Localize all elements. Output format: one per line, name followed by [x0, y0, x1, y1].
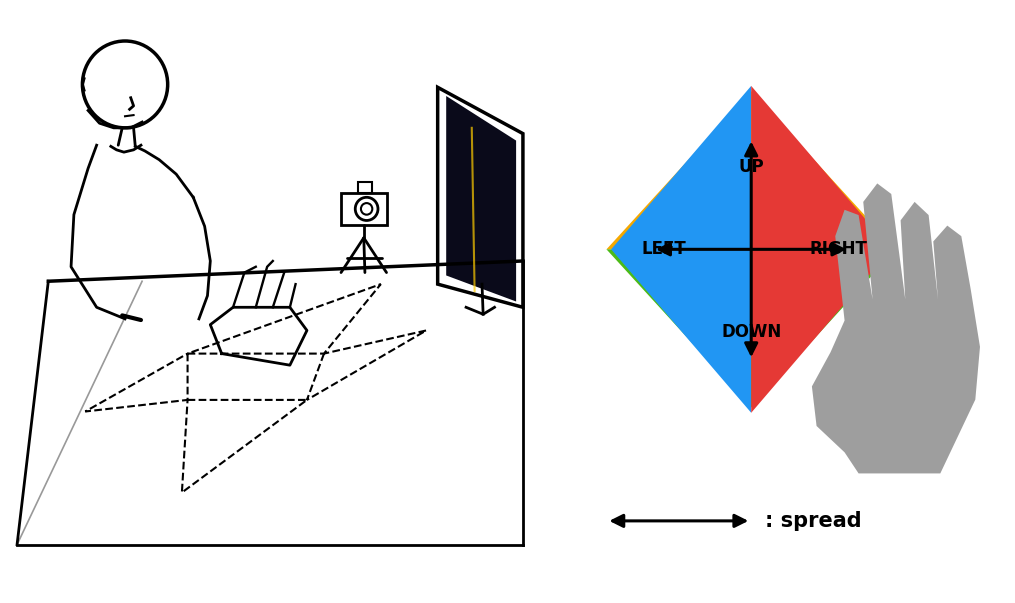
- Text: DOWN: DOWN: [721, 323, 782, 341]
- Polygon shape: [447, 96, 516, 302]
- Text: RIGHT: RIGHT: [809, 241, 867, 258]
- Polygon shape: [812, 183, 980, 473]
- Text: : spread: : spread: [765, 511, 862, 531]
- Text: LEFT: LEFT: [641, 241, 687, 258]
- Polygon shape: [607, 249, 896, 408]
- Polygon shape: [611, 86, 751, 413]
- Polygon shape: [607, 91, 896, 249]
- Text: UP: UP: [738, 158, 764, 176]
- Polygon shape: [751, 86, 891, 413]
